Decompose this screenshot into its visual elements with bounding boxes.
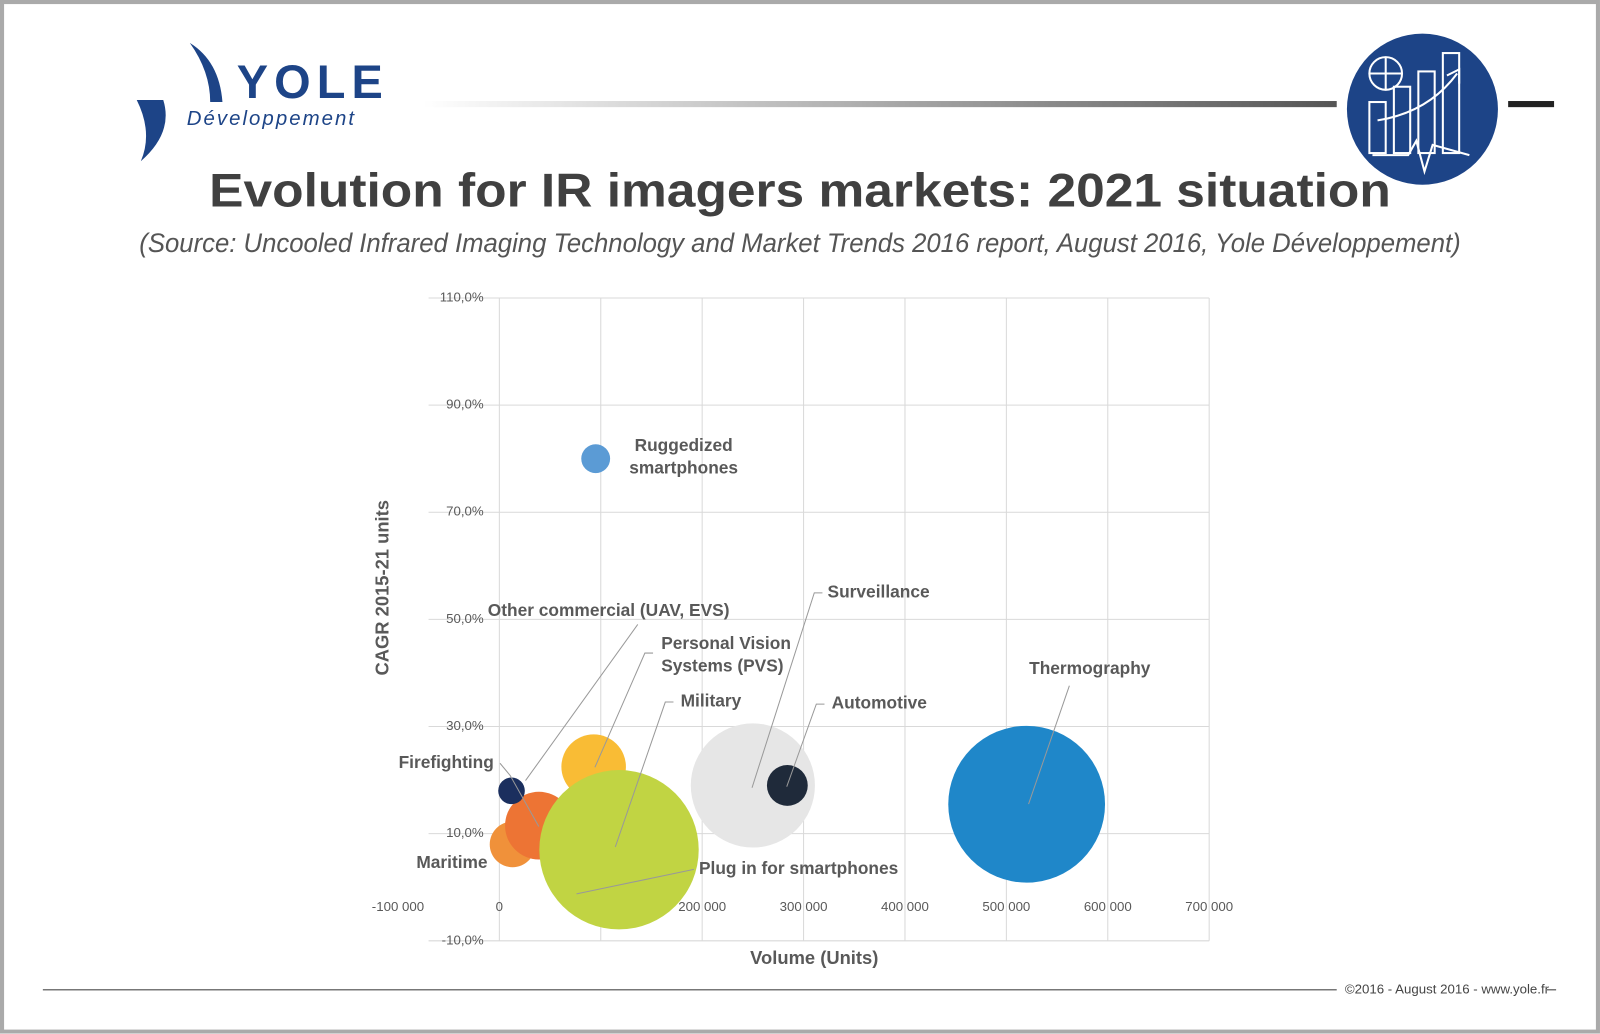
- bubble-label: Plug in for smartphones: [699, 858, 898, 878]
- x-tick-label: 700 000: [1185, 899, 1233, 914]
- logo-sub: Développement: [187, 108, 356, 130]
- leader-line: [499, 762, 540, 827]
- x-tick-label: 600 000: [1084, 899, 1132, 914]
- header-icon-art: [1368, 52, 1470, 176]
- bubbles: [489, 444, 1106, 930]
- y-tick-label: 50,0%: [446, 611, 484, 626]
- y-tick-label: 70,0%: [446, 504, 484, 519]
- logo-swoosh: [136, 99, 166, 162]
- leader-line: [594, 652, 654, 768]
- bubble-label: Military: [681, 691, 742, 711]
- bubble-label-line: Systems (PVS): [661, 655, 783, 675]
- header-rule: [1508, 101, 1555, 108]
- y-tick-label: 30,0%: [446, 718, 484, 733]
- leader-line: [525, 624, 639, 781]
- x-tick-label: 400 000: [881, 899, 929, 914]
- chart-title: Evolution for IR imagers markets: 2021 s…: [209, 164, 1391, 216]
- x-tick-label: -100 000: [372, 899, 424, 914]
- bubble-label-line: Ruggedized: [635, 434, 733, 454]
- leader-line: [576, 868, 694, 895]
- bubble-label: Surveillance: [828, 581, 930, 601]
- y-tick-label: 10,0%: [446, 825, 484, 840]
- y-tick-label: 90,0%: [446, 397, 484, 412]
- x-axis-title: Volume (Units): [750, 947, 878, 968]
- leader-line: [751, 592, 823, 788]
- x-tick-label: 0: [496, 899, 503, 914]
- x-tick-label: 300 000: [780, 899, 828, 914]
- y-tick-label: -10,0%: [442, 932, 484, 947]
- bubble: [581, 444, 611, 474]
- chart-subtitle: (Source: Uncooled Infrared Imaging Techn…: [139, 228, 1460, 258]
- labels: Ruggedized smartphones Thermography Surveil…: [399, 434, 1151, 895]
- leader-line: [786, 703, 825, 787]
- bubble-label-line: smartphones: [629, 457, 738, 477]
- bubble-label: Other commercial (UAV, EVS): [488, 600, 730, 620]
- bubble: [498, 777, 525, 805]
- bubble-label: Thermography: [1029, 658, 1151, 678]
- y-axis-title: CAGR 2015-21 units: [372, 500, 393, 676]
- logo-swoosh: [189, 42, 223, 103]
- leader-line: [614, 701, 674, 848]
- leader-line: [1028, 685, 1070, 805]
- bubble-label: Firefighting: [399, 752, 494, 772]
- footer-text: ©2016 - August 2016 - www.yole.fr: [1345, 981, 1550, 996]
- y-tick-label: 110,0%: [440, 289, 484, 304]
- bubble-label: Ruggedized smartphones: [629, 434, 738, 476]
- bubble-label: Automotive: [832, 693, 928, 713]
- bubble: [539, 770, 699, 930]
- bubble-label-line: Personal Vision: [661, 632, 791, 652]
- header-rule: [423, 101, 1337, 108]
- bubble-label: Personal Vision Systems (PVS): [661, 632, 791, 674]
- bubble: [948, 725, 1106, 883]
- x-tick-label: 200 000: [678, 899, 726, 914]
- bubble-label: Maritime: [416, 852, 488, 872]
- x-tick-label: 500 000: [982, 899, 1030, 914]
- logo-name: YOLE: [237, 56, 389, 108]
